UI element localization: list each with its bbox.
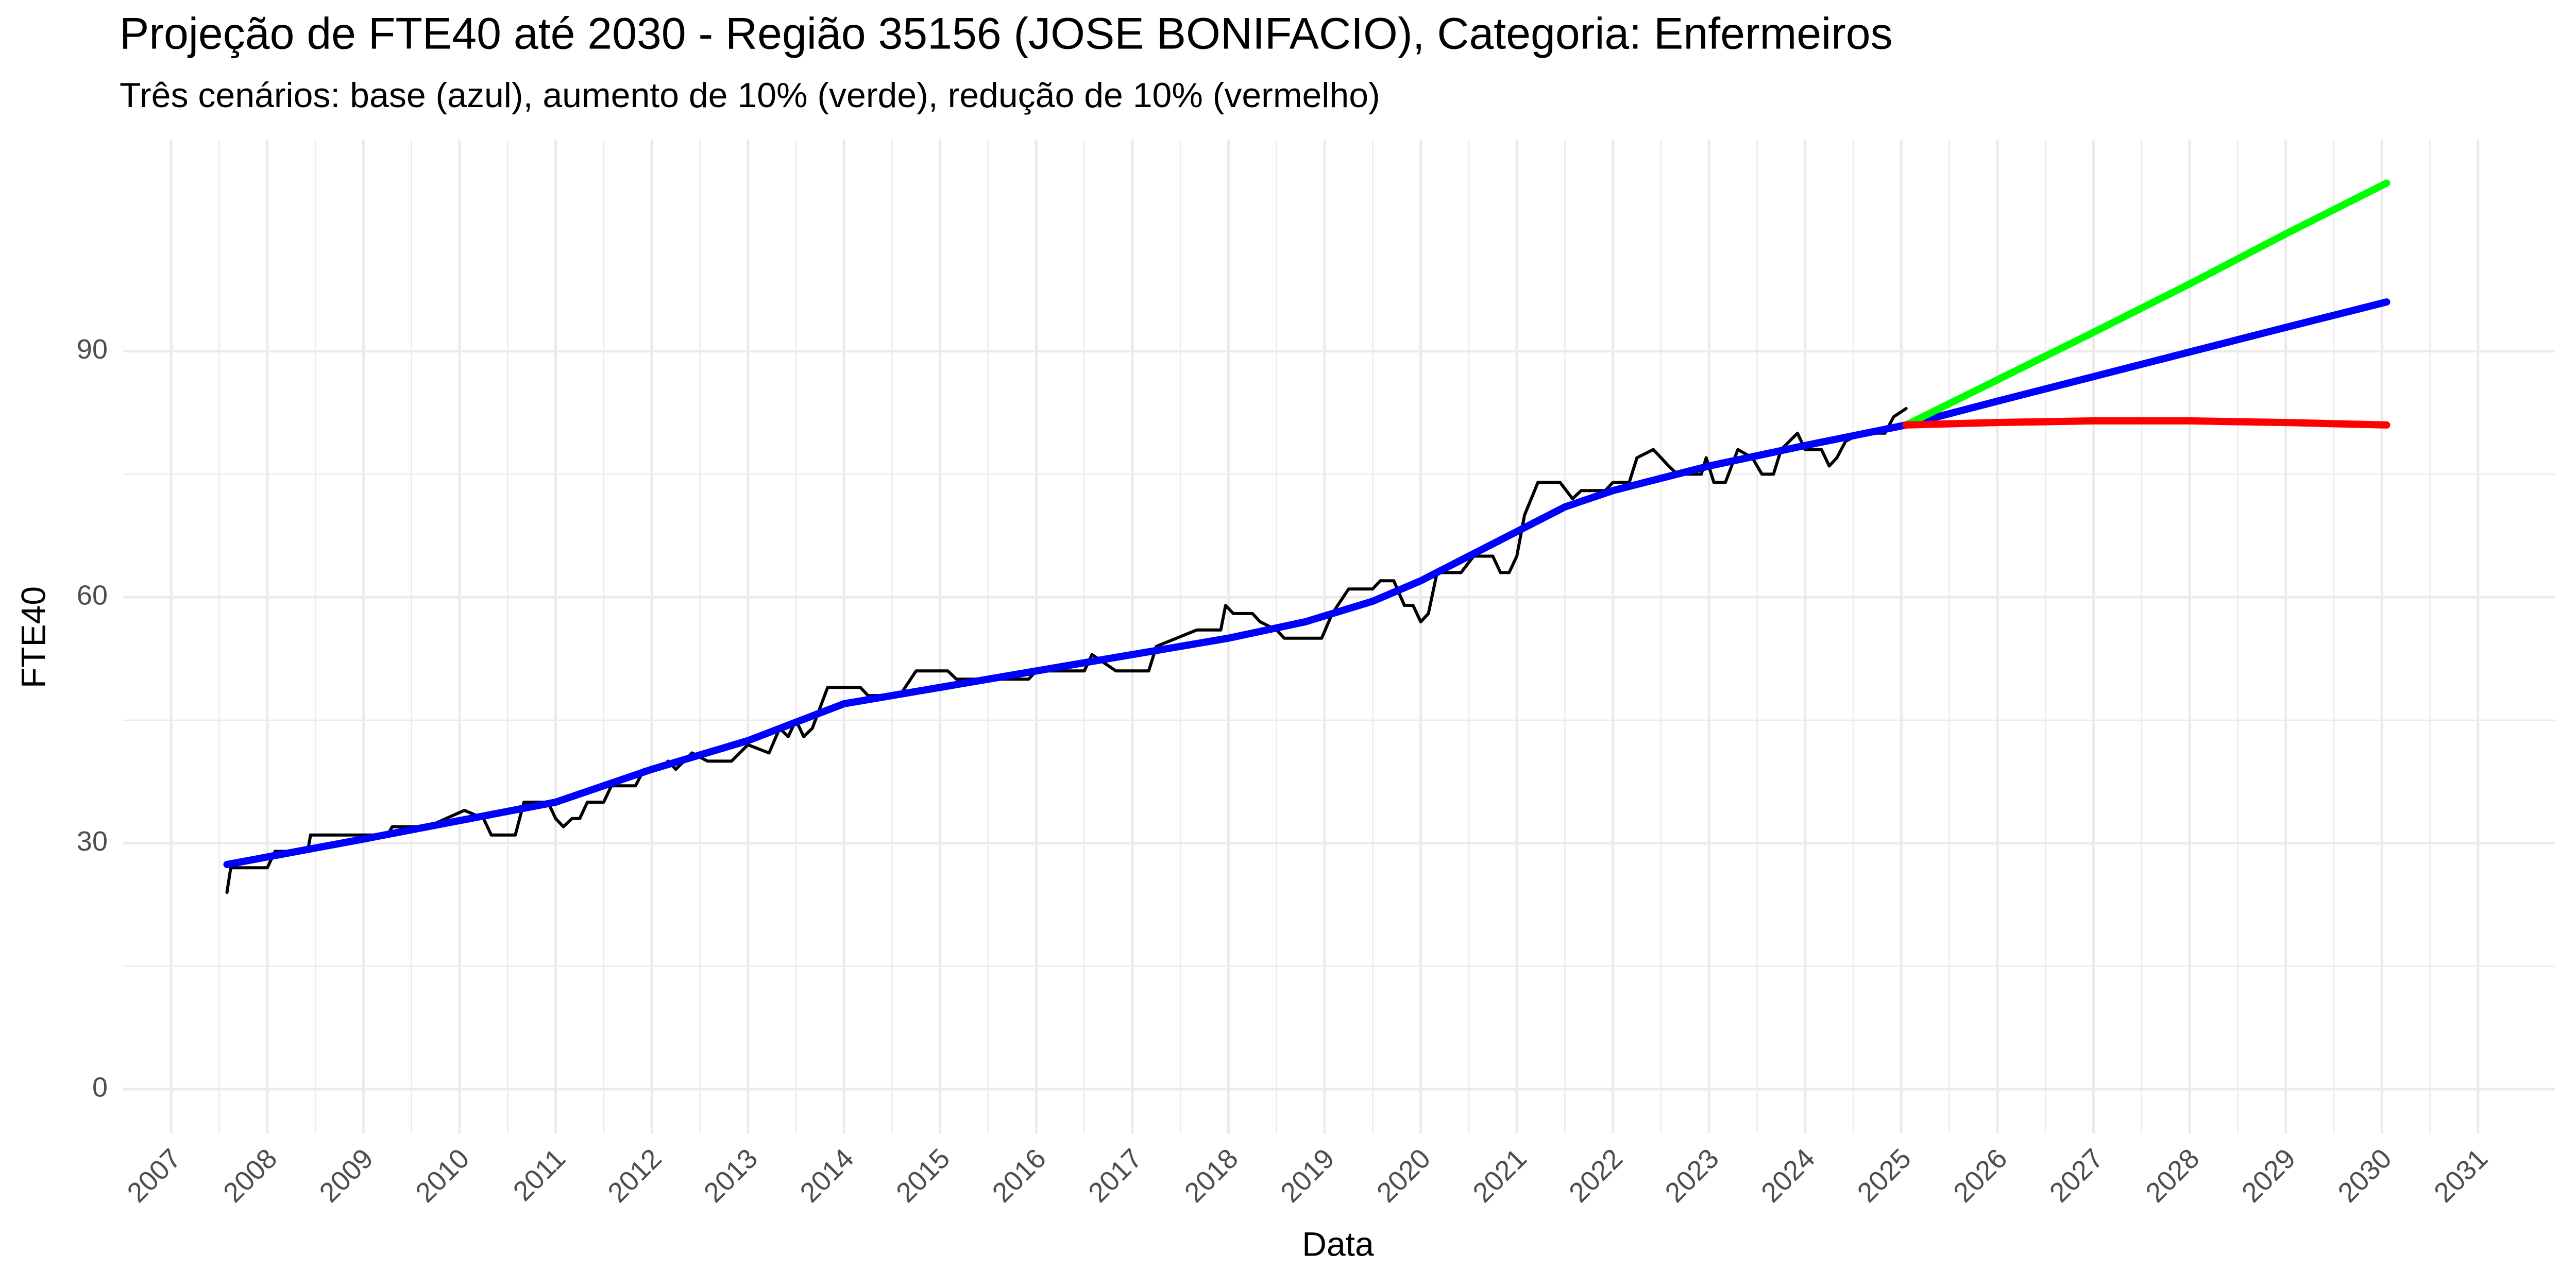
x-tick-label: 2018: [1179, 1143, 1244, 1208]
x-tick-label: 2010: [410, 1143, 475, 1208]
x-tick-label: 2026: [1947, 1143, 2013, 1208]
x-tick-label: 2021: [1467, 1143, 1532, 1208]
x-tick-label: 2024: [1755, 1143, 1821, 1208]
chart-subtitle: Três cenários: base (azul), aumento de 1…: [120, 76, 1380, 115]
chart-title: Projeção de FTE40 até 2030 - Região 3515…: [120, 9, 1893, 59]
x-tick-label: 2029: [2236, 1143, 2301, 1208]
x-tick-label: 2030: [2332, 1143, 2397, 1208]
x-tick-label: 2023: [1659, 1143, 1724, 1208]
y-tick-label: 30: [77, 826, 108, 857]
x-tick-label: 2011: [507, 1143, 572, 1207]
x-tick-label: 2020: [1371, 1143, 1436, 1208]
y-tick-label: 0: [92, 1072, 108, 1103]
series-line: [1902, 179, 2391, 429]
x-tick-label: 2025: [1852, 1143, 1917, 1208]
x-tick-label: 2017: [1082, 1143, 1148, 1208]
x-axis-title: Data: [1302, 1225, 1374, 1263]
x-tick-label: 2031: [2428, 1143, 2494, 1208]
x-tick-label: 2015: [890, 1143, 956, 1208]
x-tick-label: 2016: [987, 1143, 1052, 1208]
x-tick-label: 2008: [217, 1143, 283, 1208]
series-line: [223, 298, 2391, 868]
y-axis-title: FTE40: [14, 586, 52, 688]
x-tick-label: 2019: [1275, 1143, 1340, 1208]
x-tick-label: 2007: [121, 1143, 187, 1208]
x-tick-label: 2009: [314, 1143, 379, 1208]
x-tick-label: 2028: [2140, 1143, 2205, 1208]
x-tick-label: 2013: [698, 1143, 764, 1208]
x-tick-label: 2027: [2044, 1143, 2109, 1208]
series-line: [1902, 417, 2391, 429]
x-tick-label: 2014: [794, 1143, 859, 1208]
y-tick-label: 60: [77, 580, 108, 611]
y-tick-label: 90: [77, 334, 108, 365]
x-tick-label: 2022: [1563, 1143, 1629, 1208]
x-tick-label: 2012: [602, 1143, 667, 1208]
